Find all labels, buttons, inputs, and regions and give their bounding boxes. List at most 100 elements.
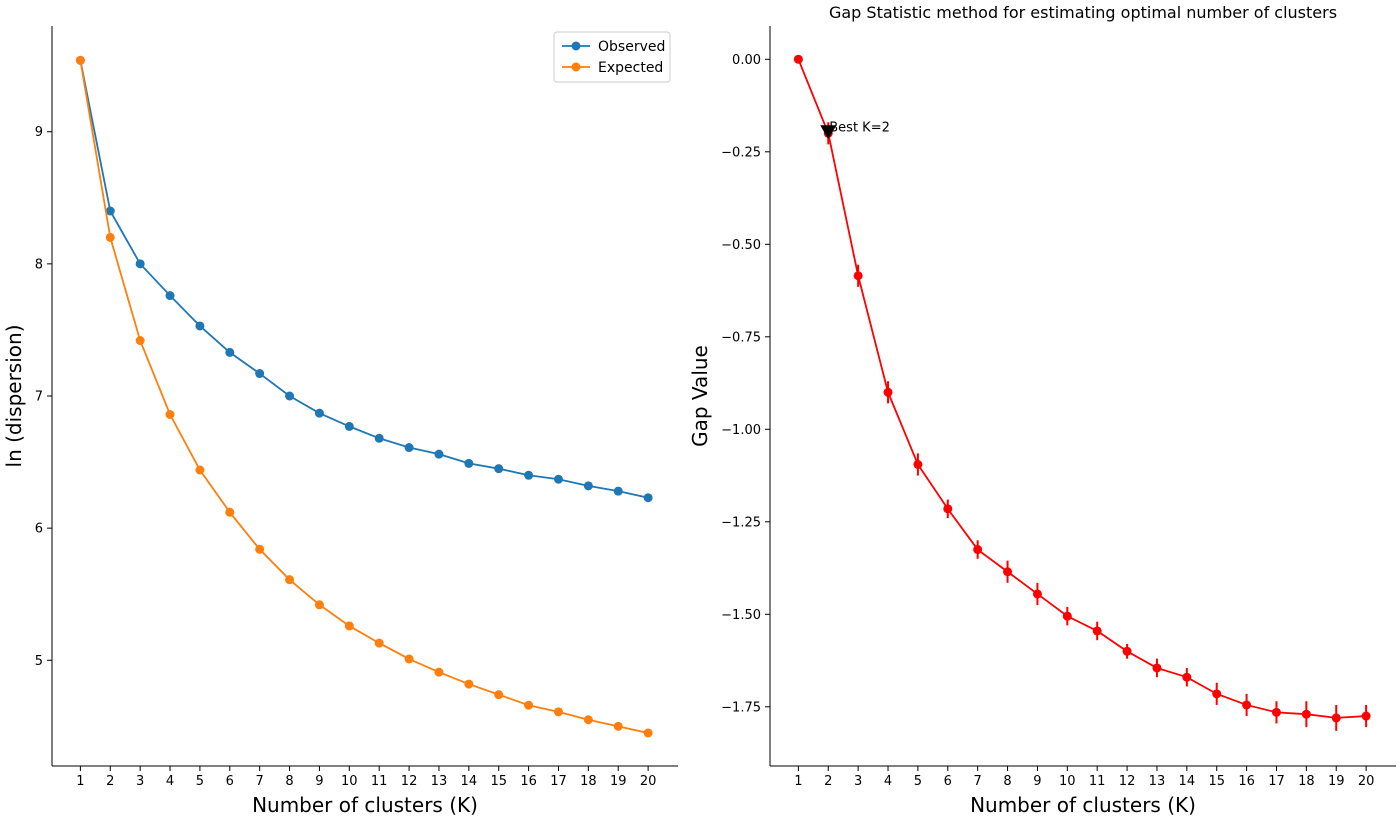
x-tick-label: 4 bbox=[166, 774, 174, 789]
x-tick-label: 17 bbox=[1268, 774, 1285, 789]
x-tick-label: 19 bbox=[610, 774, 627, 789]
x-tick-label: 16 bbox=[1238, 774, 1255, 789]
x-tick-label: 1 bbox=[76, 774, 84, 789]
series-1 bbox=[75, 55, 653, 503]
y-tick-label: 7 bbox=[35, 390, 43, 405]
y-tick-label: −1.25 bbox=[721, 515, 761, 530]
series-1 bbox=[793, 54, 1371, 731]
x-tick-label: 8 bbox=[1003, 774, 1011, 789]
legend-label: Expected bbox=[598, 60, 663, 76]
x-tick-label: 11 bbox=[371, 774, 388, 789]
annotation: Best K=2 bbox=[820, 120, 890, 140]
data-point bbox=[434, 449, 444, 459]
chart-panel-2: 1 2 3 4 5 6 7 8 9 10 11 12 13 14 15 16 17 18 19 200.00−0.25… bbox=[688, 3, 1396, 817]
data-point bbox=[1182, 672, 1192, 682]
x-tick-label: 7 bbox=[256, 774, 264, 789]
data-point bbox=[135, 336, 145, 345]
y-axis-label: Gap Value bbox=[688, 345, 712, 447]
data-point bbox=[883, 387, 893, 397]
x-tick-label: 20 bbox=[1358, 774, 1375, 789]
series-line bbox=[79, 60, 649, 734]
data-point bbox=[255, 369, 265, 379]
x-tick-label: 15 bbox=[1208, 774, 1225, 789]
data-point bbox=[913, 459, 923, 469]
y-tick-label: −0.25 bbox=[721, 145, 761, 160]
data-point bbox=[494, 464, 504, 474]
x-tick-label: 19 bbox=[1328, 774, 1345, 789]
data-point bbox=[1361, 711, 1371, 721]
series-line bbox=[79, 60, 649, 499]
data-point bbox=[464, 458, 474, 468]
data-point bbox=[285, 575, 295, 585]
data-point bbox=[135, 259, 145, 269]
y-tick-label: 6 bbox=[35, 522, 43, 537]
x-tick-label: 11 bbox=[1089, 774, 1106, 789]
x-tick-label: 13 bbox=[1149, 774, 1166, 789]
data-point bbox=[404, 443, 414, 453]
data-point bbox=[1122, 646, 1132, 656]
y-tick-label: −0.75 bbox=[721, 330, 761, 345]
x-tick-label: 20 bbox=[640, 774, 657, 789]
data-point bbox=[943, 504, 953, 514]
x-tick-label: 9 bbox=[315, 774, 323, 789]
legend-swatch-marker bbox=[571, 62, 581, 72]
data-point bbox=[1301, 709, 1311, 719]
x-tick-label: 18 bbox=[580, 774, 597, 789]
data-point bbox=[404, 654, 414, 664]
data-point bbox=[75, 55, 85, 65]
x-tick-label: 14 bbox=[461, 774, 478, 789]
y-tick-label: 0.00 bbox=[732, 53, 761, 68]
annotation-label: Best K=2 bbox=[829, 120, 890, 135]
data-point bbox=[793, 54, 803, 64]
data-point bbox=[285, 391, 295, 401]
data-point bbox=[1003, 567, 1013, 577]
data-point bbox=[973, 545, 983, 555]
data-point bbox=[613, 486, 623, 496]
x-tick-label: 3 bbox=[854, 774, 862, 789]
x-tick-label: 4 bbox=[884, 774, 892, 789]
x-tick-label: 2 bbox=[824, 774, 832, 789]
data-point bbox=[344, 421, 354, 431]
x-tick-label: 8 bbox=[285, 774, 293, 789]
data-point bbox=[553, 474, 563, 484]
data-point bbox=[105, 206, 115, 216]
x-tick-label: 1 bbox=[794, 774, 802, 789]
x-tick-label: 12 bbox=[1119, 774, 1136, 789]
x-axis-label: Number of clusters (K) bbox=[970, 793, 1196, 817]
data-point bbox=[583, 715, 593, 725]
data-point bbox=[374, 638, 384, 648]
data-point bbox=[225, 507, 235, 517]
legend-label: Observed bbox=[598, 39, 665, 55]
series-2 bbox=[75, 55, 653, 738]
data-point bbox=[1152, 663, 1162, 673]
x-tick-label: 5 bbox=[196, 774, 204, 789]
x-tick-label: 3 bbox=[136, 774, 144, 789]
data-point bbox=[314, 408, 324, 418]
y-tick-label: −1.50 bbox=[721, 608, 761, 623]
data-point bbox=[1271, 707, 1281, 717]
data-point bbox=[195, 321, 205, 331]
y-tick-label: 5 bbox=[35, 654, 43, 669]
legend-frame bbox=[553, 31, 671, 83]
data-point bbox=[643, 728, 653, 738]
legend: Observed Expected bbox=[553, 31, 671, 83]
x-tick-label: 10 bbox=[1059, 774, 1076, 789]
series-line bbox=[797, 58, 1367, 719]
data-point bbox=[524, 470, 534, 480]
x-tick-label: 15 bbox=[490, 774, 507, 789]
y-tick-label: 8 bbox=[35, 257, 43, 272]
data-point bbox=[255, 544, 265, 554]
data-point bbox=[1331, 713, 1341, 723]
data-point bbox=[314, 600, 324, 610]
x-tick-label: 7 bbox=[974, 774, 982, 789]
data-point bbox=[553, 707, 563, 717]
x-tick-label: 5 bbox=[914, 774, 922, 789]
data-point bbox=[1062, 611, 1072, 621]
y-axis-label: ln (dispersion) bbox=[2, 325, 26, 468]
x-tick-label: 9 bbox=[1033, 774, 1041, 789]
x-tick-label: 6 bbox=[226, 774, 234, 789]
x-tick-label: 10 bbox=[341, 774, 358, 789]
data-point bbox=[165, 291, 175, 301]
